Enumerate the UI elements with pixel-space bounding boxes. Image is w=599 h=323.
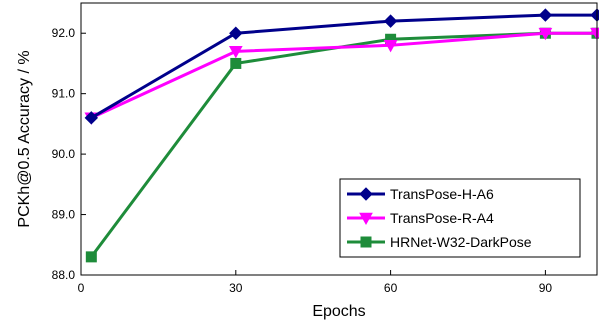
data-point bbox=[84, 111, 99, 125]
series-layer bbox=[84, 8, 599, 263]
legend-marker bbox=[359, 212, 373, 226]
plot-frame bbox=[80, 2, 598, 276]
legend-item: TransPose-R-A4 bbox=[347, 210, 494, 226]
legend: TransPose-H-A6 TransPose-R-A4 HRNet-W32-Da… bbox=[339, 178, 581, 258]
data-point bbox=[228, 46, 243, 59]
series-transpose-h-a6 bbox=[84, 8, 599, 125]
legend-label: TransPose-R-A4 bbox=[390, 210, 494, 226]
legend-marker bbox=[360, 236, 372, 248]
series-line bbox=[90, 31, 597, 120]
x-tick-label: 60 bbox=[384, 281, 398, 295]
x-tick-label: 90 bbox=[539, 281, 553, 295]
ticks-layer: 0 30 60 90 88.0 89.0 90.0 91.0 92.0 bbox=[52, 26, 553, 295]
legend-item: HRNet-W32-DarkPose bbox=[347, 234, 532, 250]
data-point bbox=[538, 27, 553, 41]
y-axis-title: PCKh@0.5 Accuracy / % bbox=[16, 50, 33, 227]
x-axis-title: Epochs bbox=[312, 303, 365, 320]
series-line bbox=[90, 13, 597, 120]
data-point bbox=[85, 251, 97, 263]
y-tick-label: 88.0 bbox=[52, 268, 76, 282]
x-tick-label: 0 bbox=[78, 281, 85, 295]
data-point bbox=[538, 8, 553, 22]
legend-label: HRNet-W32-DarkPose bbox=[390, 234, 532, 250]
x-tick-label: 30 bbox=[229, 281, 243, 295]
legend-item: TransPose-H-A6 bbox=[347, 186, 494, 202]
legend-marker bbox=[359, 187, 373, 201]
data-point bbox=[229, 26, 243, 40]
y-tick-label: 92.0 bbox=[52, 26, 76, 40]
y-tick-label: 91.0 bbox=[52, 87, 76, 101]
data-point bbox=[230, 57, 242, 69]
y-tick-label: 90.0 bbox=[52, 147, 76, 161]
data-point bbox=[383, 40, 398, 53]
data-point bbox=[383, 14, 398, 28]
data-point bbox=[590, 8, 599, 22]
y-tick-label: 89.0 bbox=[52, 208, 76, 222]
legend-label: TransPose-H-A6 bbox=[390, 186, 494, 202]
